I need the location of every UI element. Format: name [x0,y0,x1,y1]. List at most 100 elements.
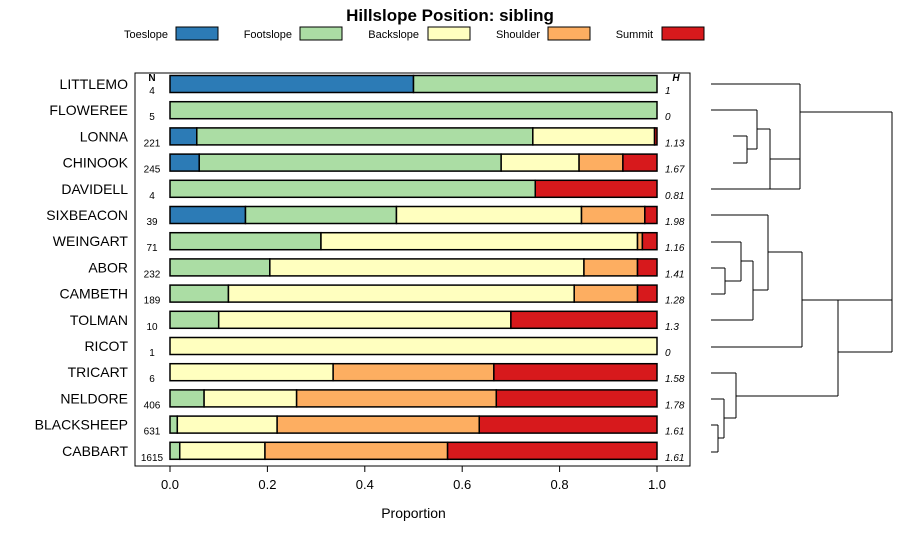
bar-abor-footslope [169,258,271,277]
bar-blacksheep-shoulder [276,415,480,434]
bar-tolman-footslope [169,310,220,330]
n-values: 4 5 221 245 4 39 71 232 189 10 1 6 406 631 1615 [141,86,164,464]
bar-chinook-summit [622,153,658,172]
x-tick-label-1: 0.2 [258,477,276,492]
bar-tolman-summit [510,310,658,330]
bar-cambeth-footslope [169,284,230,303]
n-value-abor: 232 [144,269,161,280]
category-label-littlemo: LITTLEMO [60,76,129,92]
h-value-cambeth: 1.28 [665,296,685,307]
legend-label-summit: Summit [616,29,653,41]
bar-ricot-backslope [169,336,658,356]
bar-blacksheep-footslope [169,415,179,434]
bar-cambeth-summit [636,284,658,303]
category-label-weingart: WEINGART [53,233,129,249]
bar-chinook-toeslope [169,153,200,172]
x-tick-label-4: 0.8 [551,477,569,492]
bar-neldore-shoulder [295,389,498,408]
bars-group [169,74,658,461]
x-tick-label-5: 1.0 [648,477,666,492]
legend: Toeslope Footslope Backslope Shoulder Summit [124,26,705,41]
x-tick-label-0: 0.0 [161,477,179,492]
legend-swatch-backslope [427,26,471,41]
bar-littlemo-footslope [412,74,658,94]
category-label-neldore: NELDORE [60,390,128,406]
bar-weingart-summit [641,231,658,251]
x-axis-title: Proportion [381,505,446,521]
legend-swatch-summit [661,26,705,41]
h-value-lonna: 1.13 [665,138,685,149]
category-label-cabbart: CABBART [62,443,128,459]
bar-abor-summit [636,258,658,277]
x-tick-label-3: 0.6 [453,477,471,492]
bar-davidell-summit [534,179,658,199]
bar-lonna-summit [653,127,658,146]
bar-lonna-footslope [196,127,534,146]
category-label-lonna: LONNA [80,128,129,144]
category-label-chinook: CHINOOK [63,155,129,171]
category-label-cambeth: CAMBETH [60,286,128,302]
bar-weingart-footslope [169,231,322,251]
legend-label-footslope: Footslope [244,29,292,41]
legend-label-shoulder: Shoulder [496,29,540,41]
n-value-sixbeacon: 39 [146,217,158,228]
bar-weingart-backslope [320,231,639,251]
bar-neldore-footslope [169,389,205,408]
bar-sixbeacon-toeslope [169,205,247,225]
n-value-ricot: 1 [149,348,155,359]
bar-chinook-footslope [198,153,502,172]
x-tick-label-2: 0.4 [356,477,374,492]
n-value-floweree: 5 [149,112,155,123]
bar-lonna-backslope [532,127,656,146]
bar-chinook-backslope [500,153,580,172]
n-value-blacksheep: 631 [144,427,161,438]
legend-label-backslope: Backslope [368,29,419,41]
legend-swatch-shoulder [547,26,591,41]
bar-littlemo-toeslope [169,74,415,94]
n-value-littlemo: 4 [149,86,155,97]
n-header: N [148,73,155,84]
h-value-sixbeacon: 1.98 [665,217,685,228]
h-value-littlemo: 1 [665,86,671,97]
bar-tricart-backslope [169,362,334,382]
dendrogram [711,83,893,453]
n-value-cabbart: 1615 [141,453,164,464]
bar-abor-backslope [269,258,585,277]
chart-title: Hillslope Position: sibling [346,6,554,25]
h-value-neldore: 1.78 [665,400,685,411]
n-value-weingart: 71 [146,243,158,254]
bar-tolman-backslope [217,310,512,330]
category-label-abor: ABOR [88,259,128,275]
bar-sixbeacon-footslope [244,205,398,225]
bar-davidell-footslope [169,179,536,199]
h-value-weingart: 1.16 [665,243,685,254]
bar-tricart-shoulder [332,362,495,382]
n-value-tolman: 10 [146,322,158,333]
bar-blacksheep-backslope [176,415,278,434]
bar-cambeth-backslope [227,284,575,303]
category-labels: LITTLEMO FLOWEREE LONNA CHINOOK DAVIDELL SIXB… [35,76,129,459]
n-value-davidell: 4 [149,191,155,202]
n-value-neldore: 406 [144,400,161,411]
h-value-davidell: 0.81 [665,191,684,202]
bar-lonna-toeslope [169,127,198,146]
n-value-cambeth: 189 [144,296,161,307]
h-value-blacksheep: 1.61 [665,427,684,438]
category-label-ricot: RICOT [84,338,128,354]
n-value-chinook: 245 [144,165,161,176]
n-value-tricart: 6 [149,374,155,385]
h-header: H [672,73,680,84]
h-value-abor: 1.41 [665,269,684,280]
category-label-davidell: DAVIDELL [61,181,128,197]
bar-blacksheep-summit [478,415,658,434]
category-label-blacksheep: BLACKSHEEP [35,417,128,433]
bar-tricart-summit [493,362,658,382]
category-label-floweree: FLOWEREE [49,102,128,118]
plot-frame [134,72,691,467]
bar-cabbart-footslope [169,441,181,461]
h-value-ricot: 0 [665,348,671,359]
bar-neldore-backslope [203,389,298,408]
bar-sixbeacon-backslope [395,205,583,225]
bar-cabbart-summit [446,441,658,461]
